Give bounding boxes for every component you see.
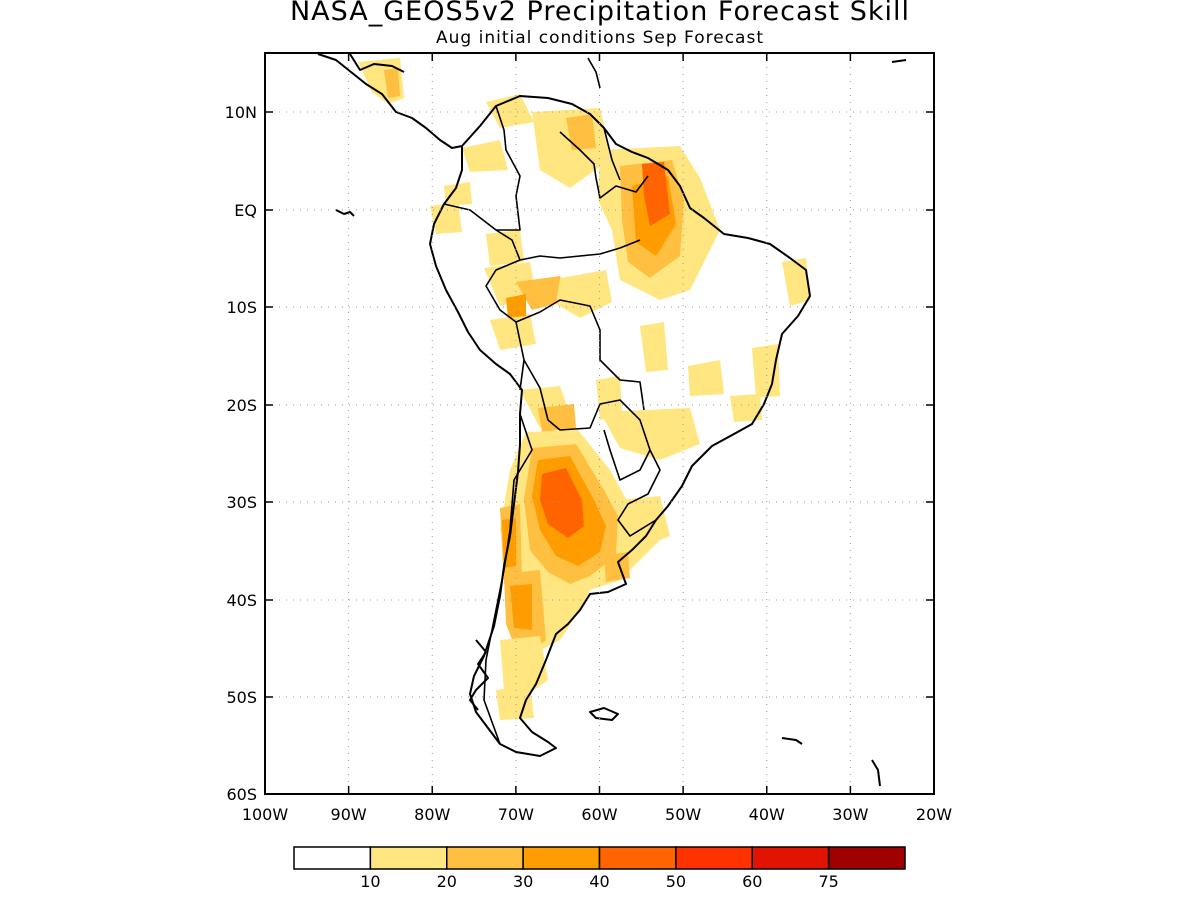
lat-label: 60S xyxy=(226,785,257,804)
colorbar-label: 20 xyxy=(437,872,457,891)
lat-label: 50S xyxy=(226,688,257,707)
colorbar-swatch xyxy=(827,846,906,870)
lat-label: 30S xyxy=(226,493,257,512)
lon-label: 80W xyxy=(414,805,450,824)
lat-label: EQ xyxy=(234,201,257,220)
coastlines xyxy=(317,53,907,787)
colorbar-label: 10 xyxy=(360,872,380,891)
lat-label: 10S xyxy=(226,298,257,317)
colorbar-swatch xyxy=(369,846,448,870)
colorbar-swatch xyxy=(598,846,677,870)
colorbar-label: 60 xyxy=(742,872,762,891)
colorbar-swatch xyxy=(446,846,524,870)
lon-label: 90W xyxy=(331,805,367,824)
colorbar-swatch xyxy=(522,846,601,870)
skill-shading xyxy=(358,58,810,720)
colorbar-swatch xyxy=(675,846,753,870)
lon-label: 40W xyxy=(749,805,785,824)
colorbar-label: 75 xyxy=(818,872,838,891)
lon-label: 50W xyxy=(665,805,701,824)
colorbar-swatch xyxy=(293,846,372,870)
lon-label: 70W xyxy=(498,805,534,824)
colorbar-label: 30 xyxy=(513,872,533,891)
colorbar xyxy=(293,846,906,870)
latitude-labels: 10N EQ 10S 20S 30S 40S 50S 60S xyxy=(225,103,257,804)
lat-label: 20S xyxy=(226,396,257,415)
colorbar-swatch xyxy=(751,846,830,870)
lon-label: 30W xyxy=(832,805,868,824)
lon-label: 60W xyxy=(581,805,617,824)
colorbar-label: 50 xyxy=(666,872,686,891)
lat-label: 10N xyxy=(225,103,257,122)
longitude-labels: 100W 90W 80W 70W 60W 50W 40W 30W 20W xyxy=(242,805,952,824)
colorbar-labels: 10 20 30 40 50 60 75 xyxy=(360,872,839,891)
colorbar-label: 40 xyxy=(589,872,609,891)
lat-label: 40S xyxy=(226,591,257,610)
map-title: NASA_GEOS5v2 Precipitation Forecast Skil… xyxy=(289,0,911,27)
map-gridlines xyxy=(264,53,935,795)
lon-label: 20W xyxy=(916,805,952,824)
map-subtitle: Aug initial conditions Sep Forecast xyxy=(436,28,764,48)
lon-label: 100W xyxy=(242,805,289,824)
